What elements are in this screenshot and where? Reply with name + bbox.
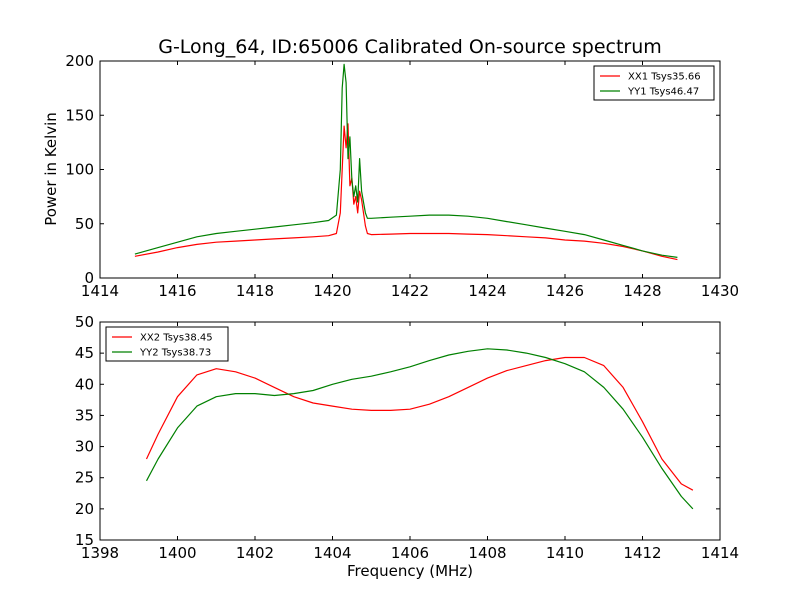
bottom-y-tick-label: 40 xyxy=(75,375,94,393)
top-x-tick-label: 1428 xyxy=(623,282,661,300)
top-y-tick-label: 50 xyxy=(75,215,94,233)
top-y-tick-label: 150 xyxy=(65,106,94,124)
top-legend-entry: XX1 Tsys35.66 xyxy=(628,72,701,83)
bottom-legend-entry: YY2 Tsys38.73 xyxy=(139,348,211,359)
top-legend: XX1 Tsys35.66 YY1 Tsys46.47 xyxy=(593,65,715,101)
bottom-legend: XX2 Tsys38.45 YY2 Tsys38.73 xyxy=(105,326,229,362)
figure-title: G-Long_64, ID:65006 Calibrated On-source… xyxy=(158,36,662,58)
top-panel-y-axis-label: Power in Kelvin xyxy=(42,112,60,226)
bottom-y-tick-label: 45 xyxy=(75,344,94,362)
top-x-tick-label: 1420 xyxy=(313,282,351,300)
bottom-x-tick-label: 1408 xyxy=(468,544,506,562)
bottom-legend-entry: XX2 Tsys38.45 xyxy=(140,333,213,344)
top-series-line-xx1-tsys35-66 xyxy=(134,123,678,261)
bottom-panel: Frequency (MHz) 1398 1400 1402 1404 1406 1408… xyxy=(75,313,739,580)
top-legend-entry: YY1 Tsys46.47 xyxy=(627,87,699,98)
bottom-legend-box xyxy=(105,326,229,362)
bottom-x-tick-label: 1400 xyxy=(158,544,196,562)
bottom-x-tick-label: 1410 xyxy=(546,544,584,562)
bottom-panel-x-axis-label: Frequency (MHz) xyxy=(347,562,473,580)
bottom-y-tick-label: 35 xyxy=(75,406,94,424)
top-legend-box xyxy=(593,65,715,101)
bottom-x-tick-label: 1412 xyxy=(623,544,661,562)
top-x-tick-label: 1426 xyxy=(546,282,584,300)
top-y-tick-label: 100 xyxy=(65,161,94,179)
bottom-x-tick-label: 1398 xyxy=(81,544,119,562)
top-y-tick-label: 200 xyxy=(65,52,94,70)
bottom-y-tick-label: 15 xyxy=(75,531,94,549)
bottom-x-tick-label: 1402 xyxy=(236,544,274,562)
top-x-tick-label: 1416 xyxy=(158,282,196,300)
bottom-y-tick-label: 20 xyxy=(75,500,94,518)
top-x-tick-label: 1430 xyxy=(701,282,739,300)
bottom-y-tick-label: 25 xyxy=(75,469,94,487)
bottom-y-tick-label: 50 xyxy=(75,313,94,331)
bottom-x-tick-label: 1404 xyxy=(313,544,351,562)
top-x-tick-label: 1414 xyxy=(81,282,119,300)
bottom-x-tick-label: 1406 xyxy=(391,544,429,562)
top-x-tick-label: 1424 xyxy=(468,282,506,300)
bottom-x-tick-label: 1414 xyxy=(701,544,739,562)
top-panel: Power in Kelvin 1414 1416 1418 1420 1422 1424… xyxy=(42,52,739,300)
top-series-line-yy1-tsys46-47 xyxy=(134,63,678,258)
bottom-y-tick-label: 30 xyxy=(75,438,94,456)
top-x-tick-label: 1418 xyxy=(236,282,274,300)
top-x-tick-label: 1422 xyxy=(391,282,429,300)
bottom-series-line-yy2-tsys38-73 xyxy=(145,348,694,510)
bottom-series-line-xx2-tsys38-45 xyxy=(145,356,694,491)
top-y-tick-label: 0 xyxy=(84,269,94,287)
